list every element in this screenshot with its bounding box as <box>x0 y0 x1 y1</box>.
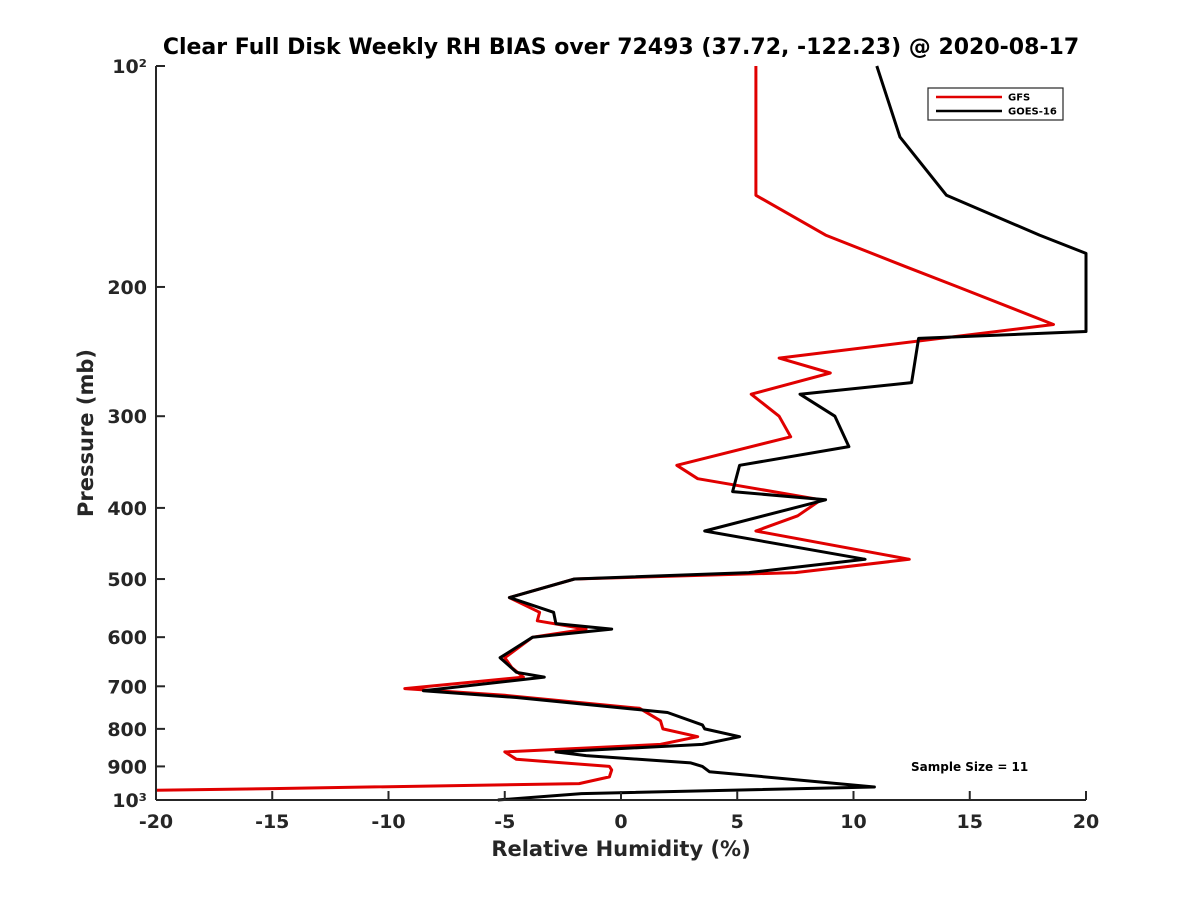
legend: GFS GOES-16 <box>927 87 1064 121</box>
x-tick-label: -15 <box>255 811 289 833</box>
y-tick-label: 700 <box>107 676 147 698</box>
x-tick-label: 10 <box>840 811 866 833</box>
x-tick-label: -5 <box>494 811 515 833</box>
x-tick-label: 0 <box>614 811 627 833</box>
series-line-goes16 <box>421 65 1088 802</box>
sample-size-annotation: Sample Size = 11 <box>911 760 1028 774</box>
y-tick-label: 600 <box>107 627 147 649</box>
x-axis-label: Relative Humidity (%) <box>491 837 750 861</box>
y-tick-label: 10² <box>112 56 147 78</box>
chart-title: Clear Full Disk Weekly RH BIAS over 7249… <box>163 35 1079 60</box>
x-tick-label: 20 <box>1073 811 1099 833</box>
y-tick-label: 10³ <box>112 790 147 812</box>
y-tick-label: 800 <box>107 719 147 741</box>
x-tick-label: 15 <box>957 811 983 833</box>
x-tick-label: -20 <box>139 811 173 833</box>
x-tick-label: -10 <box>371 811 405 833</box>
y-tick-label: 300 <box>107 406 147 428</box>
series-line-gfs <box>155 66 1055 792</box>
legend-label-gfs: GFS <box>1008 93 1030 104</box>
y-tick-label: 900 <box>107 756 147 778</box>
legend-label-goes16: GOES-16 <box>1008 107 1057 118</box>
y-tick-label: 400 <box>107 498 147 520</box>
x-tick-label: 5 <box>731 811 744 833</box>
y-tick-label: 200 <box>107 277 147 299</box>
ticks-layer: -20 -15 -10 -5 0 5 10 15 20 10² 200 300 400 500 600 700… <box>107 56 1099 833</box>
y-axis-label: Pressure (mb) <box>74 349 98 517</box>
series-layer <box>155 65 1088 802</box>
y-tick-label: 500 <box>107 569 147 591</box>
axes-layer <box>155 66 1086 801</box>
legend-box <box>927 87 1064 121</box>
